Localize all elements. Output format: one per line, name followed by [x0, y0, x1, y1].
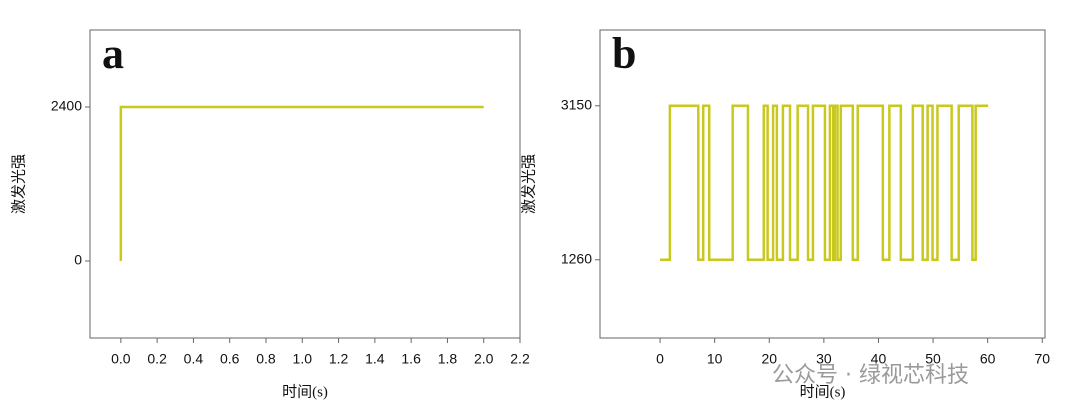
x-tick-label: 1.0: [293, 351, 313, 367]
y-tick-label: 3150: [561, 96, 592, 112]
x-axis-label: 时间(s): [800, 383, 846, 400]
y-tick-label: 1260: [561, 250, 592, 266]
plot-frame: [89, 29, 521, 339]
x-tick-label: 1.6: [401, 351, 421, 367]
x-tick-label: 0.4: [184, 351, 204, 367]
x-tick-label: 0: [656, 351, 664, 367]
x-tick-label: 1.8: [438, 351, 458, 367]
x-tick-label: 0.8: [256, 351, 276, 367]
signal-line: [119, 105, 484, 261]
x-tick-label: 30: [816, 351, 832, 367]
x-tick-label: 70: [1034, 351, 1050, 367]
x-tick-label: 1.4: [365, 351, 385, 367]
x-tick-label: 0.6: [220, 351, 240, 367]
x-tick-label: 0.0: [111, 351, 131, 367]
x-tick-label: 50: [925, 351, 941, 367]
x-axis-label: 时间(s): [282, 383, 328, 400]
x-tick-label: 10: [707, 351, 723, 367]
x-tick-label: 1.2: [329, 351, 349, 367]
y-axis-label: 激发光强: [10, 154, 27, 214]
x-tick-label: 2.0: [474, 351, 494, 367]
panel-label: b: [612, 29, 636, 78]
x-tick-label: 40: [871, 351, 887, 367]
y-axis-label: 激发光强: [520, 154, 537, 214]
watermark: 公众号 · 绿视芯科技: [772, 363, 969, 388]
x-tick-label: 0.2: [147, 351, 167, 367]
panel-label: a: [102, 29, 124, 78]
x-tick-label: 20: [761, 351, 777, 367]
y-tick-label: 2400: [51, 98, 82, 114]
signal-line: [660, 104, 989, 262]
y-tick-label: 0: [74, 252, 82, 268]
plot-frame: [599, 29, 1046, 339]
x-tick-label: 60: [980, 351, 996, 367]
x-tick-label: 2.2: [510, 351, 530, 367]
